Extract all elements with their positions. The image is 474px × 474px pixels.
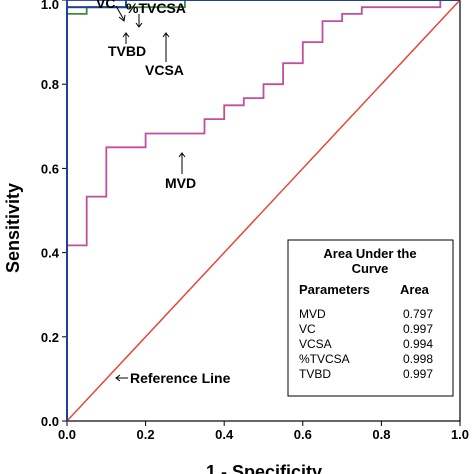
auc-row-param: TVBD	[299, 367, 331, 381]
annotation-vc-arrow	[115, 5, 125, 21]
series-mvd	[66, 0, 460, 421]
y-tick-label: 0.6	[41, 161, 59, 176]
annotation-vc-arrowhead	[118, 14, 126, 22]
annotation-reference-arrowhead	[115, 374, 121, 382]
series-reference-line	[66, 0, 461, 422]
x-tick-label: 0.6	[294, 427, 312, 442]
x-tick-label: 0.0	[58, 427, 76, 442]
annotation-vc: VC	[96, 0, 115, 11]
auc-row-area: 0.997	[403, 322, 433, 336]
annotation-reference: Reference Line	[130, 370, 231, 386]
x-tick-label: 0.4	[215, 427, 234, 442]
x-axis-ticks: 0.0 0.2 0.4 0.6 0.8 1.0	[58, 421, 469, 442]
auc-legend-table: Area Under the Curve Parameters Area MVD…	[287, 239, 454, 397]
auc-row-param: MVD	[299, 307, 326, 321]
auc-row-param: %TVCSA	[299, 352, 350, 366]
y-tick-label: 0.4	[41, 246, 60, 261]
y-tick-label: 0.2	[41, 330, 59, 345]
auc-row-param: VC	[299, 322, 316, 336]
auc-row-area: 0.994	[403, 337, 433, 351]
auc-legend-col-area: Area	[400, 282, 430, 297]
annotation-mvd: MVD	[165, 175, 196, 191]
y-axis-ticks: 0.0 0.2 0.4 0.6 0.8 1.0	[41, 0, 67, 429]
auc-row-area: 0.997	[403, 367, 433, 381]
y-tick-label: 0.8	[41, 77, 59, 92]
auc-row-param: VCSA	[299, 337, 332, 351]
auc-legend-title-line2: Curve	[352, 261, 389, 276]
x-tick-label: 0.8	[372, 427, 390, 442]
annotation-tvbd: TVBD	[108, 43, 146, 59]
auc-row-area: 0.998	[403, 352, 433, 366]
auc-legend-col-param: Parameters	[299, 282, 370, 297]
y-tick-label: 0.0	[41, 414, 59, 429]
annotation-tvbd-arrowhead	[122, 32, 130, 38]
annotation-mvd-arrowhead	[178, 152, 186, 158]
annotation-tvcsa: %TVCSA	[126, 0, 186, 16]
auc-legend-rows: MVD 0.797 VC 0.997 VCSA 0.994 %TVCSA 0.998 TVBD 0…	[299, 307, 433, 381]
annotation-vcsa: VCSA	[145, 62, 184, 78]
annotation-vcsa-arrowhead	[162, 32, 170, 38]
auc-row-area: 0.797	[403, 307, 433, 321]
x-tick-label: 0.2	[137, 427, 155, 442]
series-tvcsa	[66, 0, 460, 421]
auc-legend-title-line1: Area Under the	[323, 246, 416, 261]
annotation-tvcsa-arrowhead	[135, 22, 143, 28]
y-tick-label: 1.0	[41, 0, 59, 12]
x-axis-label: 1 - Specificity	[206, 462, 322, 474]
auc-legend-box	[287, 239, 454, 397]
series-layer	[66, 0, 461, 422]
x-tick-label: 1.0	[451, 427, 469, 442]
y-axis-label: Sensitivity	[3, 183, 23, 273]
